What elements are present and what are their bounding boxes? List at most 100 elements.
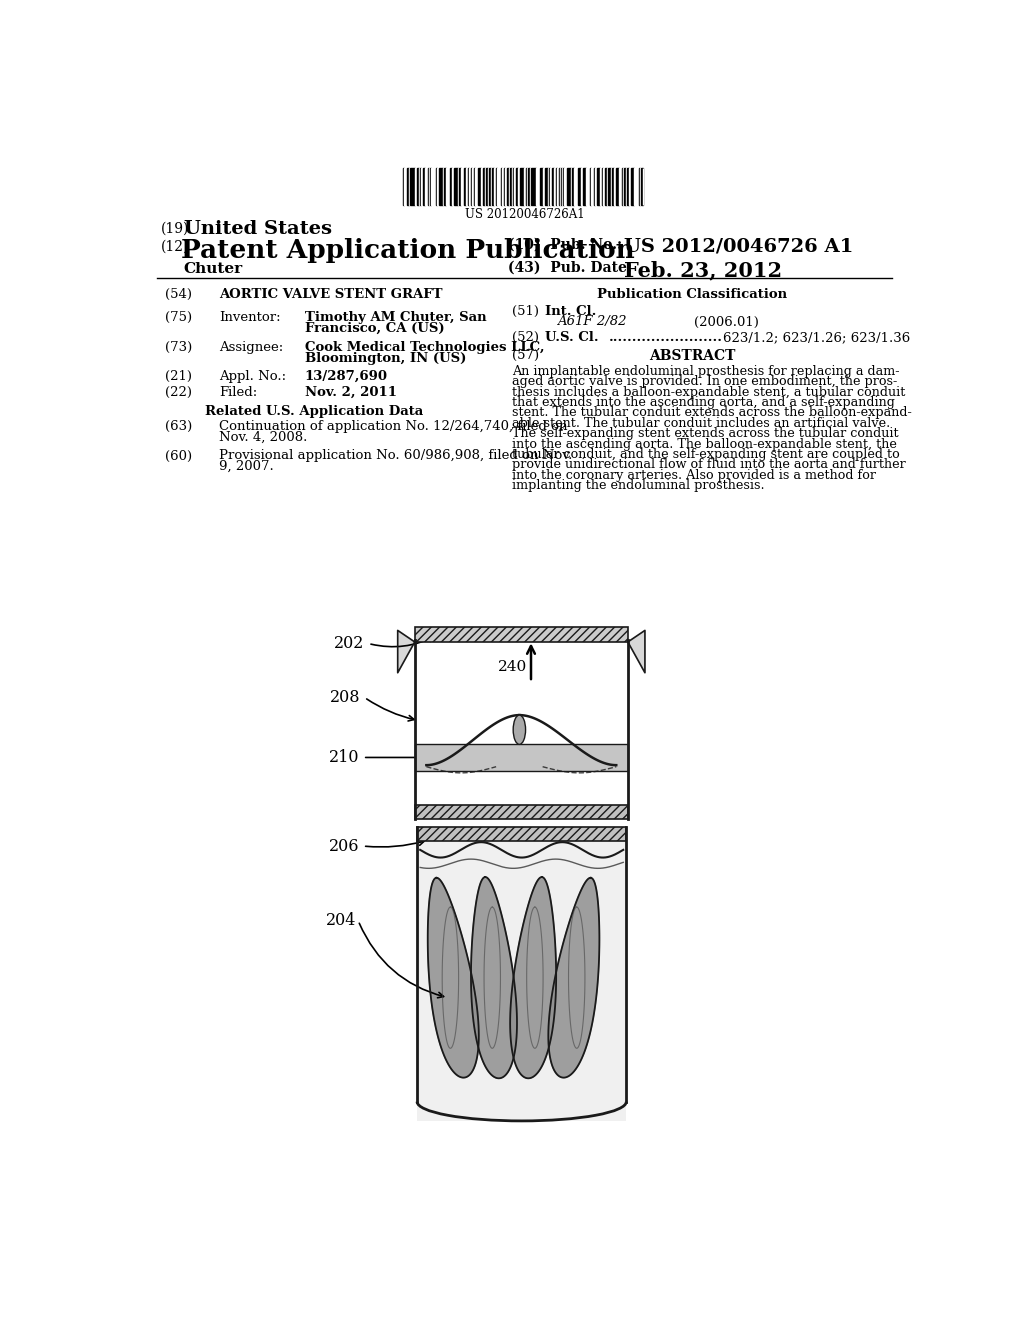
Bar (558, 168, 560, 205)
Bar (478, 168, 481, 205)
Text: (60): (60) (165, 449, 193, 462)
Text: US 20120046726A1: US 20120046726A1 (465, 209, 585, 222)
Text: Assignee:: Assignee: (219, 341, 284, 354)
Bar (501, 168, 503, 205)
Text: 9, 2007.: 9, 2007. (219, 461, 274, 474)
Text: Cook Medical Technologies LLC,: Cook Medical Technologies LLC, (305, 341, 544, 354)
Bar (435, 168, 437, 205)
Bar (578, 168, 581, 205)
Text: tubular conduit, and the self-expanding stent are coupled to: tubular conduit, and the self-expanding … (512, 447, 899, 461)
Bar (518, 168, 520, 205)
Text: AORTIC VALVE STENT GRAFT: AORTIC VALVE STENT GRAFT (219, 288, 443, 301)
Bar (526, 168, 527, 205)
Text: Patent Application Publication: Patent Application Publication (180, 238, 635, 263)
Text: (43)  Pub. Date:: (43) Pub. Date: (508, 261, 632, 275)
Bar (602, 168, 603, 205)
Bar (415, 168, 417, 205)
Bar (540, 168, 543, 205)
Text: Provisional application No. 60/986,908, filed on Nov.: Provisional application No. 60/986,908, … (219, 449, 572, 462)
Text: into the coronary arteries. Also provided is a method for: into the coronary arteries. Also provide… (512, 469, 876, 482)
Bar (430, 168, 431, 205)
Bar (471, 168, 472, 205)
Bar (466, 168, 468, 205)
Text: Chuter: Chuter (183, 263, 243, 276)
Text: Francisco, CA (US): Francisco, CA (US) (305, 322, 444, 335)
Bar (607, 168, 611, 205)
Bar (624, 168, 625, 205)
Bar (639, 168, 640, 205)
Bar (606, 168, 607, 205)
Bar (419, 168, 420, 205)
Bar (556, 168, 557, 205)
Bar (507, 168, 509, 205)
Bar (570, 168, 572, 205)
Text: U.S. Cl.: U.S. Cl. (545, 331, 599, 345)
Text: 206: 206 (329, 837, 359, 854)
Text: Bloomington, IN (US): Bloomington, IN (US) (305, 351, 466, 364)
Text: that extends into the ascending aorta, and a self-expanding: that extends into the ascending aorta, a… (512, 396, 895, 409)
Bar (574, 168, 578, 205)
Text: Nov. 2, 2011: Nov. 2, 2011 (305, 385, 396, 399)
Bar (411, 168, 415, 205)
Bar (415, 805, 628, 818)
Bar (614, 168, 615, 205)
Text: 210: 210 (329, 748, 359, 766)
Bar (548, 168, 549, 205)
Bar (567, 168, 570, 205)
Text: 240: 240 (498, 660, 527, 673)
Bar (513, 168, 514, 205)
Bar (487, 168, 488, 205)
Text: (12): (12) (161, 240, 188, 253)
Bar (417, 826, 627, 1121)
Text: Timothy AM Chuter, San: Timothy AM Chuter, San (305, 312, 486, 323)
Text: (63): (63) (165, 420, 193, 433)
Bar (485, 168, 487, 205)
Bar (590, 168, 591, 205)
Bar (512, 168, 513, 205)
Polygon shape (471, 876, 517, 1078)
Bar (469, 168, 471, 205)
Bar (510, 168, 512, 205)
Text: into the ascending aorta. The balloon-expandable stent, the: into the ascending aorta. The balloon-ex… (512, 437, 896, 450)
Bar (490, 168, 492, 205)
Bar (531, 168, 536, 205)
Text: Int. Cl.: Int. Cl. (545, 305, 596, 318)
Bar (420, 168, 421, 205)
Text: aged aortic valve is provided. In one embodiment, the pros-: aged aortic valve is provided. In one em… (512, 375, 897, 388)
Polygon shape (510, 876, 556, 1078)
Text: 202: 202 (334, 635, 365, 652)
Bar (641, 168, 643, 205)
Bar (421, 168, 423, 205)
Text: United States: United States (183, 220, 332, 238)
Bar (611, 168, 612, 205)
Bar (446, 168, 451, 205)
Bar (572, 168, 574, 205)
Bar (496, 168, 497, 205)
Bar (417, 826, 627, 841)
Text: stent. The tubular conduit extends across the balloon-expand-: stent. The tubular conduit extends acros… (512, 407, 911, 420)
Bar (425, 168, 428, 205)
Bar (628, 168, 630, 205)
Bar (497, 168, 501, 205)
Bar (409, 168, 411, 205)
Bar (415, 627, 628, 642)
Text: implanting the endoluminal prosthesis.: implanting the endoluminal prosthesis. (512, 479, 764, 492)
Bar (562, 168, 563, 205)
Bar (536, 168, 540, 205)
Text: (51): (51) (512, 305, 539, 318)
Text: Feb. 23, 2012: Feb. 23, 2012 (624, 261, 782, 281)
Text: A61F 2/82: A61F 2/82 (557, 315, 626, 329)
Bar (557, 168, 558, 205)
Bar (474, 168, 475, 205)
Bar (503, 168, 504, 205)
Bar (504, 168, 506, 205)
Text: (54): (54) (165, 288, 193, 301)
Bar (488, 168, 490, 205)
Bar (545, 168, 548, 205)
Text: 13/287,690: 13/287,690 (305, 370, 388, 383)
Bar (618, 168, 622, 205)
Bar (458, 168, 459, 205)
Bar (475, 168, 478, 205)
Bar (494, 168, 496, 205)
Text: Filed:: Filed: (219, 385, 258, 399)
